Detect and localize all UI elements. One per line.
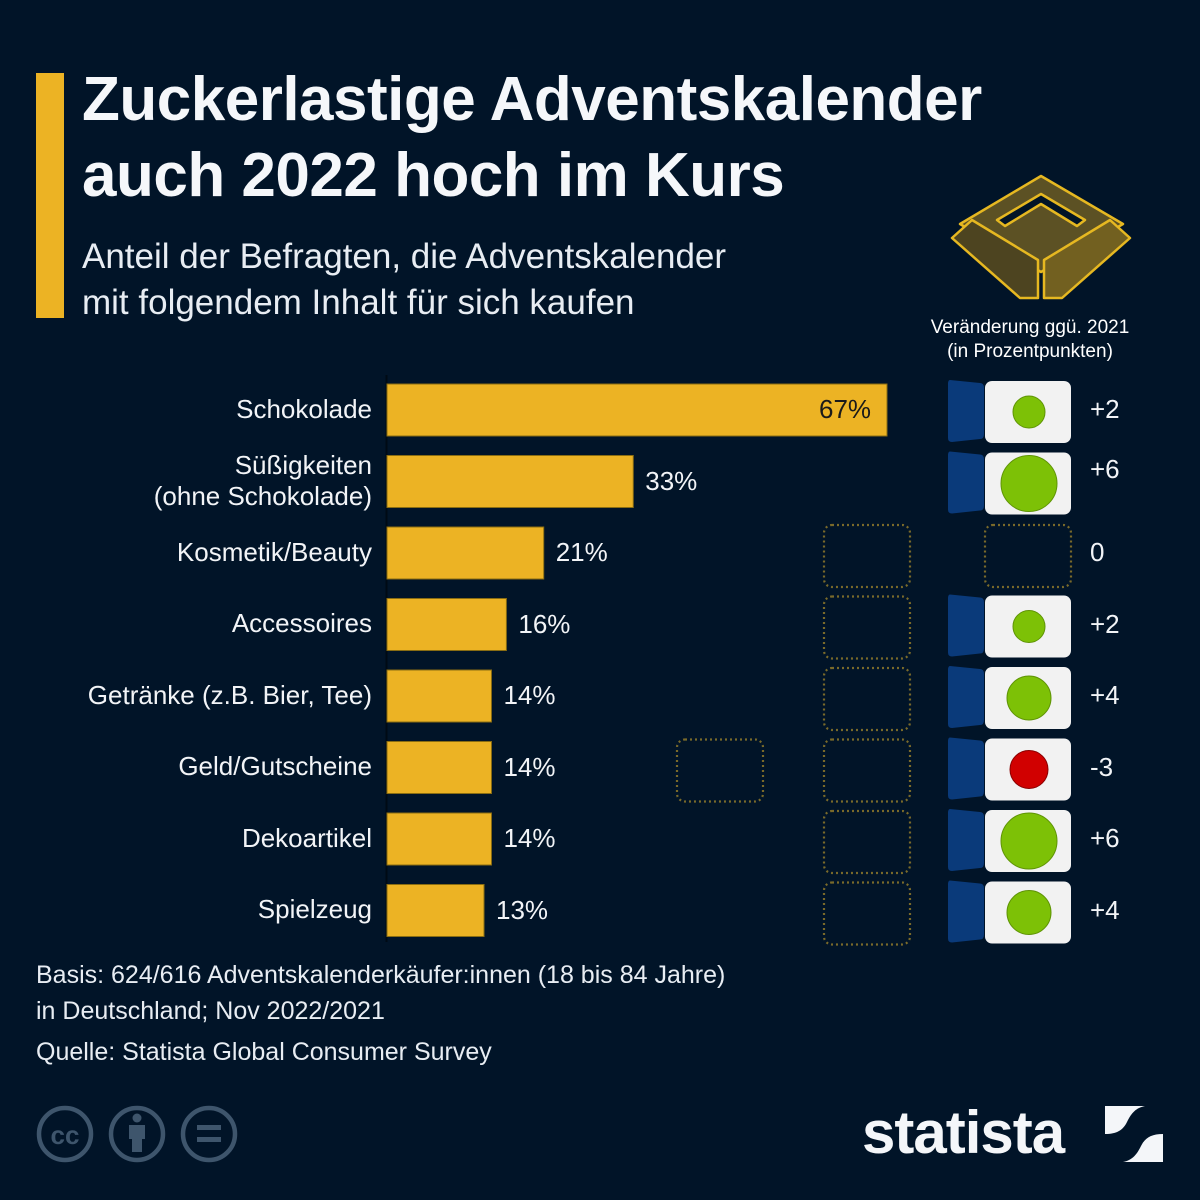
category-label: Dekoartikel [12,823,372,854]
bar-5 [386,741,492,794]
bar-4 [386,669,492,723]
increase-dot [1012,610,1046,643]
change-value-label: -3 [1090,751,1114,782]
empty-door-placeholder [822,809,912,875]
decrease-dot [1009,750,1049,789]
bar-7 [386,884,485,937]
empty-door-placeholder [675,738,765,803]
cc-icon-text: cc [51,1120,80,1150]
category-label: Schokolade [12,394,372,425]
increase-dot [1006,675,1052,721]
title-accent-bar [36,73,64,318]
title-line-2: auch 2022 hoch im Kurs [82,141,785,210]
value-label: 67% [819,394,872,424]
empty-door-placeholder [822,523,912,589]
category-label: Kosmetik/Beauty [12,537,372,568]
change-column-header: Veränderung ggü. 2021 (in Prozentpunkten… [880,316,1180,364]
category-label: Süßigkeiten (ohne Schokolade) [12,450,372,512]
change-value-label: 0 [1090,537,1105,567]
value-label: 21% [555,537,608,567]
change-header-line-1: Veränderung ggü. 2021 [930,317,1130,338]
attribution-icon [108,1105,166,1163]
empty-door-placeholder [822,595,912,660]
category-label-line: Kosmetik/Beauty [176,536,372,567]
increase-dot [1012,395,1046,429]
value-label: 14% [503,680,556,710]
increase-dot [1006,890,1052,935]
statista-wordmark: statista [862,1099,1065,1166]
category-label-line: Schokolade [236,393,372,424]
footnote-basis: Basis: 624/616 Adventskalenderkäufer:inn… [36,957,725,1029]
statista-logo-icon [1105,1106,1163,1162]
change-header-line-2: (in Prozentpunkten) [947,341,1113,362]
category-label-line: Getränke (z.B. Bier, Tee) [87,679,372,710]
change-value-label: +4 [1090,680,1120,710]
basis-line-1: Basis: 624/616 Adventskalenderkäufer:inn… [36,961,726,989]
empty-door-placeholder [983,523,1073,589]
open-door-panel [948,380,984,442]
change-value-label: +6 [1090,453,1120,484]
title-line-1: Zuckerlastige Adventskalender [82,65,982,134]
open-door-panel [948,809,984,871]
category-label-line: (ohne Schokolade) [153,480,372,511]
change-value-label: +6 [1090,823,1120,853]
change-value-label: +4 [1090,894,1120,925]
category-label-line: Dekoartikel [241,822,372,853]
subtitle-line-1: Anteil der Befragten, die Adventskalende… [82,237,727,276]
no-derivatives-icon [180,1105,238,1163]
change-value-label: +2 [1090,394,1120,424]
change-value-label: +2 [1090,608,1120,639]
empty-door-placeholder [822,738,912,803]
increase-dot [1000,455,1058,512]
bar-6 [386,812,492,866]
category-label: Getränke (z.B. Bier, Tee) [12,680,372,711]
category-label: Spielzeug [12,894,372,925]
subtitle-line-2: mit folgendem Inhalt für sich kaufen [82,283,635,322]
chart-subtitle: Anteil der Befragten, die Adventskalende… [82,234,902,326]
category-label-line: Accessoires [231,608,372,638]
category-label-line: Geld/Gutscheine [178,751,372,781]
bar-2 [386,526,545,580]
open-door-panel [948,880,984,943]
open-door-panel [948,666,984,728]
cc-icon [36,1105,94,1163]
license-icons: cc [36,1105,238,1163]
chart-title: Zuckerlastige Adventskalender auch 2022 … [82,62,1182,214]
open-door-panel [948,594,984,657]
bar-0 [386,383,888,437]
increase-dot [1000,812,1058,870]
open-door-panel [948,451,984,514]
empty-door-placeholder [822,881,912,946]
category-label-line: Süßigkeiten [234,449,372,480]
open-door-panel [948,737,984,800]
value-label: 14% [503,751,556,782]
empty-door-placeholder [822,666,912,732]
category-label: Accessoires [12,608,372,639]
footnote-source: Quelle: Statista Global Consumer Survey [36,1038,492,1066]
category-label: Geld/Gutscheine [12,751,372,782]
value-label: 33% [645,465,698,496]
bar-3 [386,598,507,651]
value-label: 14% [503,823,556,853]
bar-1 [386,455,634,508]
value-label: 13% [496,894,549,925]
basis-line-2: in Deutschland; Nov 2022/2021 [36,997,385,1025]
gold-bar-icon [950,174,1132,300]
value-label: 16% [518,608,571,639]
category-label-line: Spielzeug [257,894,372,924]
